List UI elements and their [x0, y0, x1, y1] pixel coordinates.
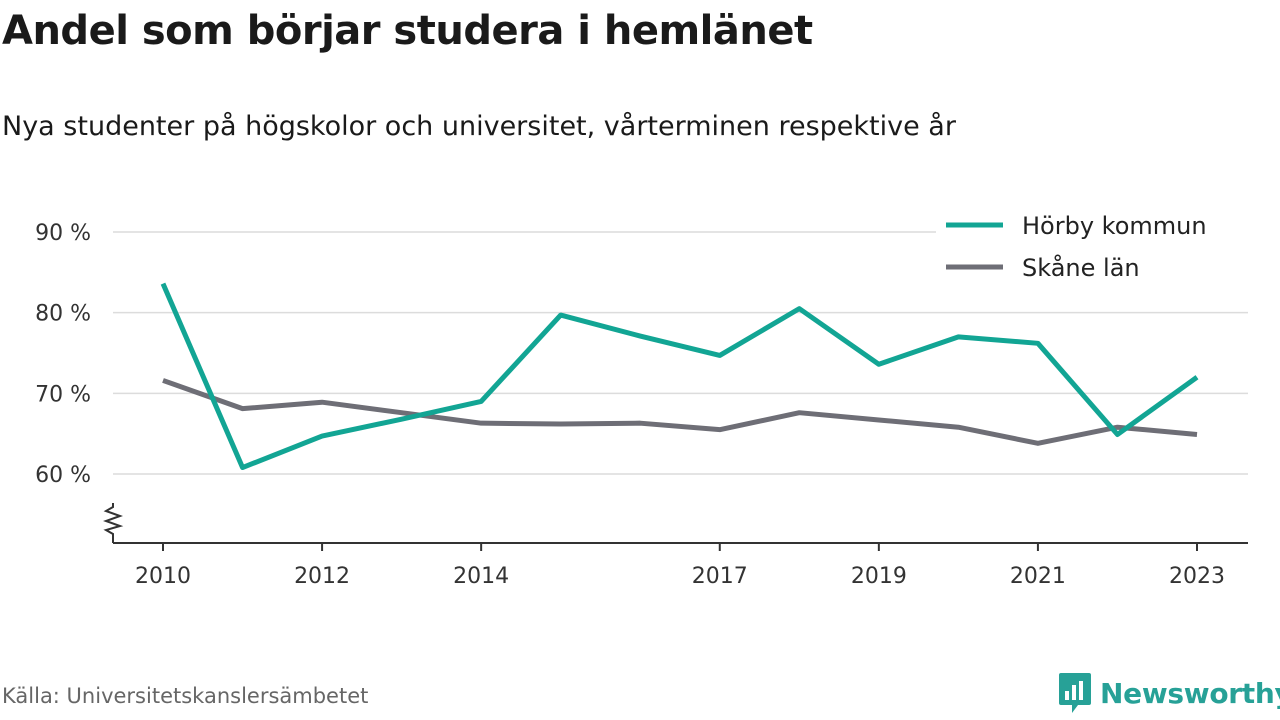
y-tick-label: 70 %	[35, 382, 91, 407]
legend: Hörby kommun Skåne län	[936, 206, 1248, 296]
legend-background	[936, 206, 1248, 296]
series-lines	[160, 282, 1199, 471]
brand-logo: Newsworthy	[1058, 671, 1280, 715]
source-note: Källa: Universitetskanslersämbetet	[2, 684, 369, 708]
x-axis-ticks: 2010 2012 2014 2017 2019 2021 2023	[135, 543, 1225, 589]
x-tick-label: 2014	[453, 564, 509, 589]
y-tick-label: 90 %	[35, 221, 91, 246]
axes	[103, 503, 1248, 544]
y-tick-label: 80 %	[35, 302, 91, 327]
brand-name: Newsworthy	[1100, 676, 1280, 710]
x-tick-label: 2019	[851, 564, 907, 589]
y-tick-label: 60 %	[35, 463, 91, 488]
x-tick-label: 2023	[1169, 564, 1225, 589]
y-axis-ticks: 60 % 70 % 80 % 90 %	[35, 221, 91, 488]
chart-title: Andel som börjar studera i hemlänet	[2, 8, 813, 54]
series-line	[160, 282, 1199, 471]
x-tick-label: 2017	[692, 564, 748, 589]
x-tick-label: 2010	[135, 564, 191, 589]
chart-subtitle: Nya studenter på högskolor och universit…	[2, 111, 956, 142]
newsworthy-logo-icon	[1059, 673, 1091, 713]
legend-label: Hörby kommun	[1022, 212, 1207, 240]
y-axis-break-icon	[103, 503, 124, 543]
x-tick-label: 2021	[1010, 564, 1066, 589]
legend-label: Skåne län	[1022, 253, 1140, 282]
x-tick-label: 2012	[294, 564, 350, 589]
series-line	[162, 378, 1198, 446]
